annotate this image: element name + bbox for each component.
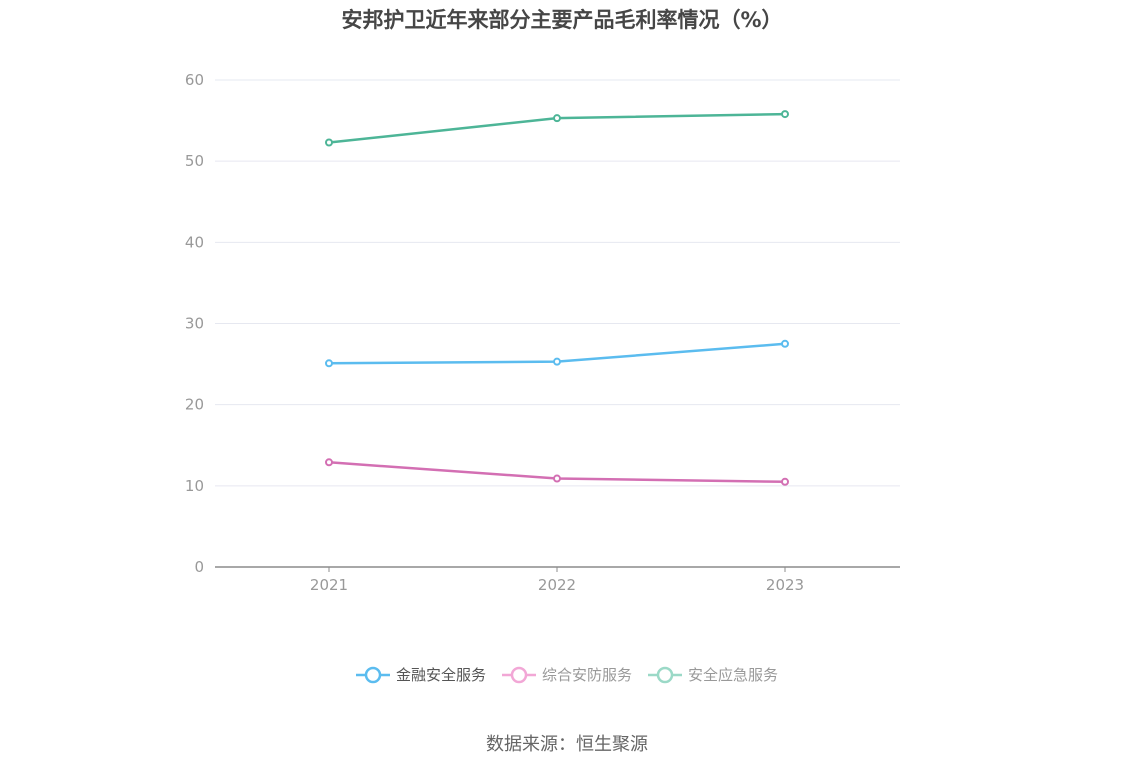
legend-item-1[interactable]: 金融安全服务 (355, 664, 486, 685)
series-3 (325, 110, 789, 147)
y-tick-label: 0 (194, 558, 204, 576)
series-layer (325, 110, 789, 486)
data-point[interactable] (553, 357, 561, 366)
legend-label: 金融安全服务 (395, 666, 486, 684)
y-tick-label: 50 (185, 152, 204, 170)
legend-item-3[interactable]: 安全应急服务 (648, 664, 778, 685)
legend: 金融安全服务 综合安防服务 安全应急服务 (0, 664, 1134, 685)
data-point[interactable] (325, 359, 333, 368)
legend-marker-icon (648, 666, 682, 683)
data-point[interactable] (553, 114, 561, 123)
data-point[interactable] (781, 110, 789, 119)
data-point[interactable] (325, 138, 333, 147)
x-tick-label: 2023 (766, 576, 804, 594)
y-tick-label: 20 (185, 396, 204, 414)
data-point[interactable] (781, 477, 789, 486)
x-tick-label: 2021 (310, 576, 348, 594)
data-source: 数据来源：恒生聚源 (486, 734, 648, 755)
chart-title: 安邦护卫近年来部分主要产品毛利率情况（%） (341, 8, 783, 32)
data-point[interactable] (781, 339, 789, 348)
legend-marker-icon (501, 666, 536, 683)
series-1 (325, 339, 789, 368)
legend-label: 安全应急服务 (688, 666, 779, 684)
data-point[interactable] (553, 474, 561, 483)
grid-lines (215, 79, 900, 487)
x-tick-label: 2022 (538, 576, 576, 594)
y-tick-label: 60 (185, 71, 204, 89)
legend-marker-icon (355, 666, 390, 683)
series-2 (325, 458, 789, 486)
data-point[interactable] (325, 458, 333, 467)
y-tick-label: 10 (185, 477, 204, 495)
legend-item-2[interactable]: 综合安防服务 (501, 664, 632, 685)
legend-label: 综合安防服务 (541, 666, 632, 684)
y-tick-label: 30 (185, 315, 204, 333)
y-axis-ticks: 0 10 20 30 40 50 60 (185, 71, 204, 576)
x-axis: 2021 2022 2023 (215, 566, 900, 594)
y-tick-label: 40 (185, 233, 204, 251)
